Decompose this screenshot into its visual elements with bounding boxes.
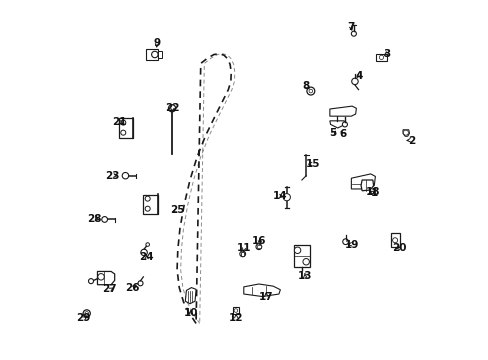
Circle shape bbox=[85, 312, 88, 315]
Circle shape bbox=[234, 309, 237, 312]
Bar bbox=[145, 49, 158, 60]
Bar bbox=[241, 252, 244, 256]
Circle shape bbox=[138, 281, 142, 286]
Text: 9: 9 bbox=[153, 38, 160, 48]
Circle shape bbox=[342, 122, 346, 127]
Text: 17: 17 bbox=[258, 292, 273, 302]
Polygon shape bbox=[244, 284, 280, 297]
Bar bbox=[293, 245, 309, 267]
Circle shape bbox=[122, 172, 128, 179]
Text: 18: 18 bbox=[365, 187, 379, 197]
Polygon shape bbox=[97, 271, 115, 285]
Circle shape bbox=[283, 194, 290, 201]
Circle shape bbox=[239, 251, 245, 257]
Text: 13: 13 bbox=[297, 271, 311, 281]
Circle shape bbox=[141, 249, 147, 256]
Text: 22: 22 bbox=[164, 103, 179, 113]
Text: 12: 12 bbox=[228, 313, 243, 323]
Text: 24: 24 bbox=[139, 252, 153, 262]
Circle shape bbox=[121, 130, 125, 135]
Circle shape bbox=[379, 55, 383, 59]
Text: 29: 29 bbox=[76, 314, 90, 323]
Circle shape bbox=[392, 238, 397, 243]
Bar bbox=[375, 54, 386, 61]
Circle shape bbox=[145, 196, 150, 201]
Text: 25: 25 bbox=[169, 206, 184, 216]
Circle shape bbox=[351, 31, 356, 36]
Circle shape bbox=[102, 217, 107, 222]
Text: 7: 7 bbox=[346, 22, 354, 32]
Circle shape bbox=[306, 87, 314, 95]
Polygon shape bbox=[351, 174, 375, 189]
Text: 5: 5 bbox=[328, 129, 335, 138]
Text: 28: 28 bbox=[87, 215, 102, 224]
Circle shape bbox=[121, 120, 125, 125]
Text: 4: 4 bbox=[355, 71, 362, 81]
Circle shape bbox=[168, 105, 175, 112]
Polygon shape bbox=[185, 288, 196, 304]
Text: 23: 23 bbox=[105, 171, 120, 181]
Text: 27: 27 bbox=[102, 284, 117, 294]
Text: 2: 2 bbox=[407, 136, 414, 145]
Circle shape bbox=[342, 239, 348, 244]
Circle shape bbox=[351, 78, 357, 85]
Polygon shape bbox=[402, 130, 408, 136]
Circle shape bbox=[145, 206, 150, 211]
Text: 10: 10 bbox=[183, 308, 198, 318]
Text: 1: 1 bbox=[370, 188, 377, 198]
Bar bbox=[158, 50, 162, 58]
Circle shape bbox=[403, 130, 407, 135]
Circle shape bbox=[145, 243, 149, 246]
Circle shape bbox=[151, 51, 158, 58]
Text: 19: 19 bbox=[344, 239, 359, 249]
Text: 15: 15 bbox=[305, 159, 320, 169]
Bar bbox=[119, 118, 133, 138]
Text: 6: 6 bbox=[339, 129, 346, 139]
Polygon shape bbox=[360, 180, 373, 191]
Circle shape bbox=[83, 310, 90, 317]
Text: 20: 20 bbox=[391, 243, 406, 253]
Text: 14: 14 bbox=[272, 192, 286, 202]
Polygon shape bbox=[329, 106, 356, 116]
Circle shape bbox=[98, 274, 104, 280]
Text: 21: 21 bbox=[111, 117, 126, 127]
Text: 26: 26 bbox=[125, 283, 140, 293]
Text: 11: 11 bbox=[237, 243, 251, 253]
Circle shape bbox=[308, 89, 312, 93]
Text: 16: 16 bbox=[252, 236, 266, 246]
Circle shape bbox=[255, 244, 261, 249]
Bar bbox=[143, 194, 158, 214]
Text: 3: 3 bbox=[383, 49, 390, 59]
Circle shape bbox=[88, 279, 93, 284]
Bar bbox=[233, 307, 238, 314]
Circle shape bbox=[303, 258, 309, 265]
Bar bbox=[257, 245, 260, 248]
Bar bbox=[390, 233, 399, 247]
Polygon shape bbox=[329, 121, 344, 128]
Circle shape bbox=[294, 247, 300, 253]
Text: 8: 8 bbox=[302, 81, 309, 91]
